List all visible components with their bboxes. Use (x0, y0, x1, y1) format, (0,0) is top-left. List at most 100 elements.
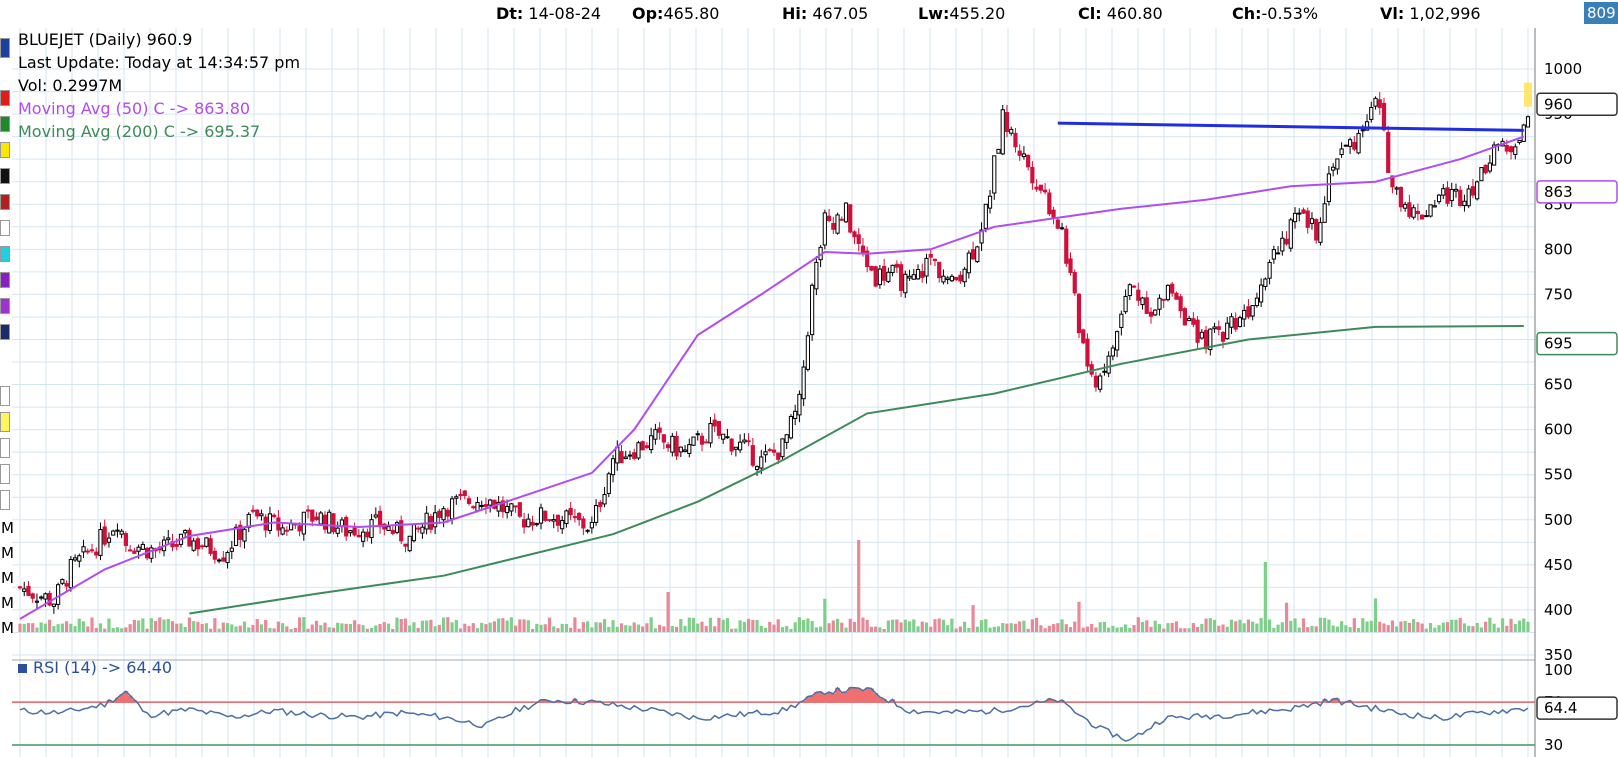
tool-button-5[interactable] (0, 490, 10, 510)
tool-button-4[interactable] (0, 464, 10, 484)
color-swatch-green[interactable] (0, 116, 10, 132)
volume-bar (1195, 627, 1200, 632)
candle-body (653, 429, 658, 440)
color-swatch-yellow[interactable] (0, 142, 10, 158)
volume-bar (399, 618, 403, 632)
volume-bar (619, 623, 624, 632)
volume-bar (81, 621, 86, 632)
candle-body (674, 436, 679, 457)
color-swatch-purple[interactable] (0, 272, 10, 288)
color-swatch-navy[interactable] (0, 324, 10, 340)
candle-body (704, 441, 709, 444)
volume-bar (69, 623, 73, 632)
color-swatch-red[interactable] (0, 90, 10, 106)
candle-body (22, 588, 27, 592)
price-tick-label: 600 (1544, 421, 1573, 439)
candle-body (725, 436, 730, 439)
volume-bar (1047, 625, 1051, 632)
volume-bar (730, 628, 734, 632)
candle-body (128, 549, 133, 552)
volume-bar (1263, 562, 1267, 632)
volume-bar (1416, 622, 1420, 632)
candle-body (894, 263, 899, 268)
volume-bar (1064, 624, 1068, 632)
volume-bar (1272, 627, 1276, 632)
tool-button-1[interactable] (0, 386, 10, 406)
candle-body (1504, 145, 1509, 152)
volume-bar (844, 627, 848, 632)
color-swatch-darkred[interactable] (0, 194, 10, 210)
candle-body (1432, 205, 1437, 208)
volume-bar (162, 619, 166, 632)
color-swatch-cyan[interactable] (0, 246, 10, 262)
open-field: Op:465.80 (632, 4, 720, 23)
volume-bar (1526, 621, 1530, 632)
volume-bar (391, 628, 395, 632)
volume-bar (327, 627, 331, 632)
tool-button-2[interactable] (0, 412, 10, 432)
price-tag-label: 695 (1544, 335, 1573, 353)
ma200-line (189, 325, 1524, 615)
volume-bar (314, 620, 319, 632)
candle-body (424, 512, 429, 530)
volume-bar (780, 627, 785, 632)
volume-bar (1412, 619, 1416, 632)
candle-body (780, 438, 785, 458)
volume-bar (1335, 626, 1339, 632)
volume-bar (408, 625, 412, 632)
candle-body (441, 508, 446, 521)
candle-body (195, 538, 201, 550)
candle-body (767, 449, 772, 452)
volume-bar (196, 621, 200, 632)
volume-bar (1022, 620, 1026, 632)
volume-bar (234, 626, 238, 632)
tool-button-3[interactable] (0, 438, 10, 458)
ma200-legend: Moving Avg (200) C -> 695.37 (18, 122, 261, 141)
price-tag-box (1536, 180, 1618, 204)
volume-bar (772, 624, 776, 632)
volume-bar (645, 623, 649, 632)
color-swatch-blue[interactable] (0, 38, 10, 58)
volume-bar (530, 628, 535, 632)
volume-bar (221, 622, 225, 632)
color-swatch-black[interactable] (0, 168, 10, 184)
volume-bar (64, 621, 69, 632)
candle-body (1508, 146, 1514, 153)
volume-bar (1488, 617, 1492, 632)
volume-bar (323, 622, 327, 632)
candle-body (1441, 188, 1446, 196)
candle-body (1280, 237, 1285, 252)
volume-bar (535, 623, 539, 632)
color-swatch-violet[interactable] (0, 298, 10, 314)
candle-body (1157, 297, 1162, 310)
candle-body (1131, 285, 1137, 288)
volume-bar (602, 619, 607, 632)
candle-body (649, 435, 654, 451)
candle-body (1153, 309, 1158, 316)
volume-bar (1035, 617, 1039, 632)
volume-bar (903, 619, 907, 632)
candle-body (1318, 222, 1323, 243)
candle-body (1140, 297, 1145, 306)
candle-body (996, 148, 1001, 154)
candle-body (1076, 293, 1082, 334)
last-candle-highlight (1524, 82, 1532, 107)
volume-axis-label: M (1, 594, 14, 612)
volume-bar (98, 623, 103, 632)
volume-bar (1310, 625, 1314, 632)
candle-body (754, 466, 760, 471)
low-field: Lw:455.20 (918, 4, 1006, 23)
volume-bar (683, 625, 687, 632)
volume-bar (217, 628, 221, 632)
tool-palette[interactable] (0, 0, 12, 757)
candle-body (771, 449, 777, 453)
candle-body (386, 526, 391, 531)
candle-body (77, 555, 82, 562)
candle-body (212, 550, 217, 560)
candle-body (403, 543, 408, 547)
volume-bar (1225, 626, 1229, 632)
volume-bar (128, 624, 132, 632)
color-swatch-white[interactable] (0, 220, 10, 236)
candle-body (284, 529, 289, 532)
volume-bar (437, 624, 441, 632)
